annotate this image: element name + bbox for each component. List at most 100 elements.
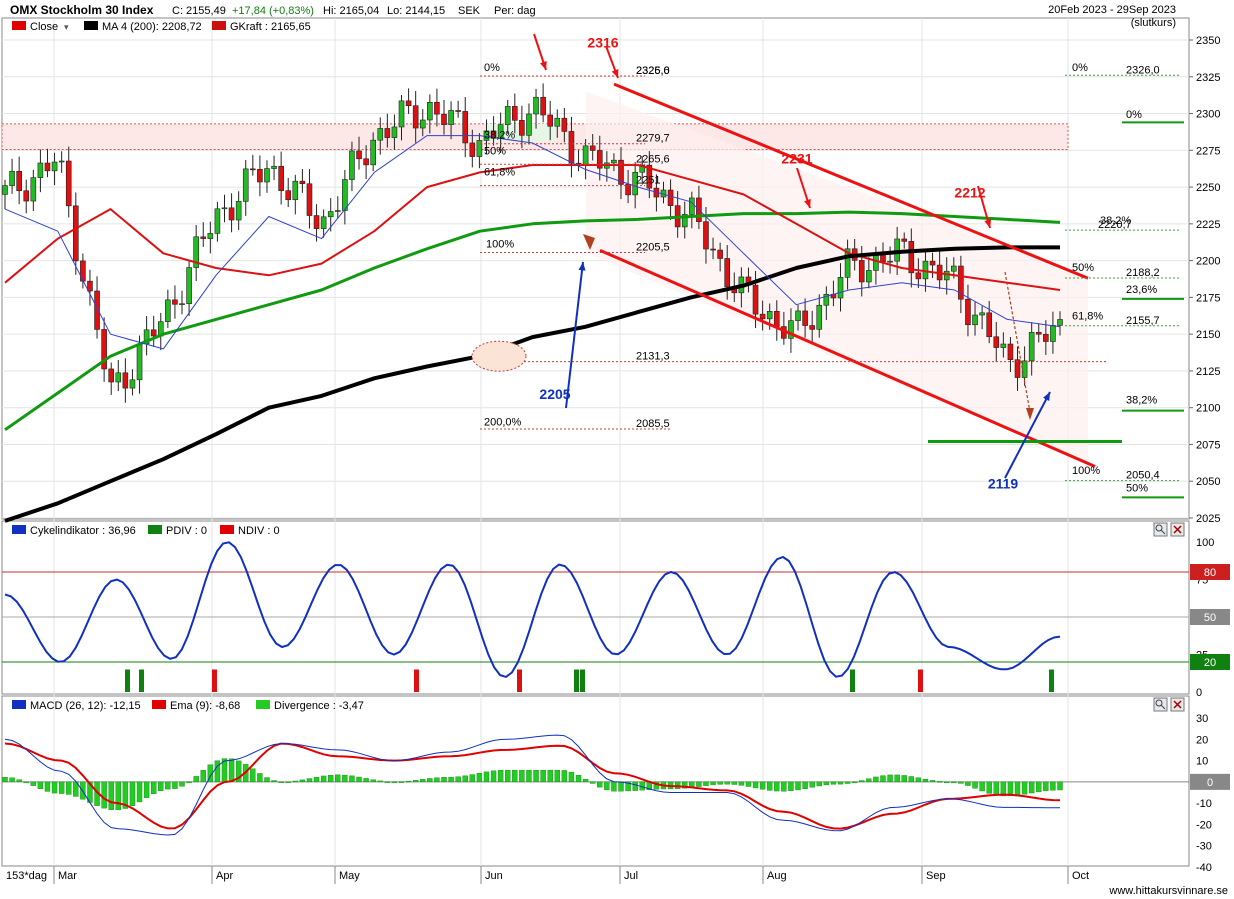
candle-body [285,190,292,201]
footer-link[interactable]: www.hittakursvinnare.se [1108,885,1228,897]
candle-body [965,298,971,326]
divergence-bar [115,781,121,811]
divergence-bar [278,781,284,784]
candle-body [165,299,171,322]
legend-gkraft[interactable]: GKraft : 2165,65 [212,21,311,33]
cycle-line [4,541,1061,679]
legend-divergence[interactable]: Divergence : -3,47 [256,700,364,712]
legend-ndiv[interactable]: NDIV : 0 [220,525,280,537]
candle-body [504,106,511,125]
candle-body [434,102,440,115]
period: Per: dag [494,5,536,17]
divergence-bar [228,758,235,783]
divergence-bar [851,781,858,784]
fib-percent-label: 50% [484,146,506,158]
month-label: Aug [767,870,787,882]
divergence-bar [335,774,341,783]
signal-bar [517,669,522,692]
candle-body [427,102,433,121]
ma200-line [4,245,1060,523]
arrow-2205 [565,261,584,409]
divergence-bar [214,760,221,783]
divergence-bar [16,779,22,783]
divergence-bar [476,772,483,783]
signal-bar [414,669,419,692]
divergence-bar [250,768,256,783]
price-level-label: 2188,2 [1126,267,1160,279]
divergence-bar [696,781,702,787]
divergence-bar [526,769,532,783]
candle-body [327,211,334,218]
candle-body [993,336,1000,348]
candle-body [1057,319,1063,326]
price-tick-label: 2175 [1196,292,1220,304]
divergence-bar [540,769,546,783]
small-arrow-head [583,234,595,250]
divergence-bar [568,771,575,783]
price-level-label: 2085,5 [636,418,670,430]
candle-body [363,158,369,166]
candle-body [16,170,22,192]
candle-body [1035,332,1042,335]
candle-body [214,208,221,234]
candle-body [405,100,412,107]
divergence-bar [936,781,943,783]
candle-body [922,260,929,280]
candle-body [150,329,157,337]
macd-tick-label: 30 [1196,713,1208,725]
dotted-projection-head [1026,408,1034,420]
candle-body [349,150,355,180]
svg-text:NDIV : 0: NDIV : 0 [238,525,280,537]
price-level-label: 2326,0 [1126,64,1160,76]
divergence-bar [370,779,376,783]
candle-body [554,117,561,127]
candle-body [752,284,759,315]
candle-body [193,236,199,268]
candle-body [87,280,93,292]
candle-body [186,267,192,305]
macd-zero-label: 0 [1207,777,1213,789]
divergence-bar [766,781,773,791]
svg-text:Cykelindikator : 36,96: Cykelindikator : 36,96 [30,525,136,537]
legend-cycle[interactable]: Cykelindikator : 36,96 [12,525,136,537]
candle-body [257,168,263,183]
legend-ema[interactable]: Ema (9): -8,68 [152,700,240,712]
macd-close-icon[interactable] [1170,697,1185,712]
price-level-label: 2279,7 [636,133,670,145]
candle-body [313,215,320,229]
legend-macd[interactable]: MACD (26, 12): -12,15 [12,700,141,712]
candle-body [773,310,780,327]
candle-body [342,179,348,211]
chevron-down-icon[interactable]: ▾ [64,22,69,32]
divergence-bar [951,781,957,784]
macd-settings-icon[interactable] [1153,697,1168,712]
divergence-bar [738,781,745,786]
divergence-bar [136,781,143,803]
legend-pdiv[interactable]: PDIV : 0 [148,525,207,537]
indicator-lines [4,135,1061,523]
cycle-close-icon[interactable] [1170,522,1185,537]
divergence-bar [1050,781,1056,791]
divergence-bar [179,781,185,787]
arrow-2316-head [611,69,619,78]
cycle-settings-icon[interactable] [1153,522,1168,537]
signal-bar [574,669,579,692]
candle-body [766,310,773,320]
change-value: +17,84 (+0,83%) [232,5,314,17]
divergence-bar [837,781,844,785]
fib-1618-ellipse [471,340,527,372]
divergence-bar [363,778,369,783]
arrow-2212-head [984,219,992,228]
divergence-bar [604,781,610,791]
price-level-label: 2251 [636,175,660,187]
price-tick-label: 2050 [1196,476,1220,488]
divergence-bar [944,781,950,784]
legend-ma200[interactable]: MA 4 (200): 2208,72 [84,21,202,33]
cycle-level-box [1190,654,1230,670]
fib-percent-label: 0% [1072,62,1088,74]
legend-close[interactable]: Close ▾ [12,21,69,33]
divergence-bar [158,781,164,791]
candle-body [200,236,207,239]
candle-body [122,372,129,389]
